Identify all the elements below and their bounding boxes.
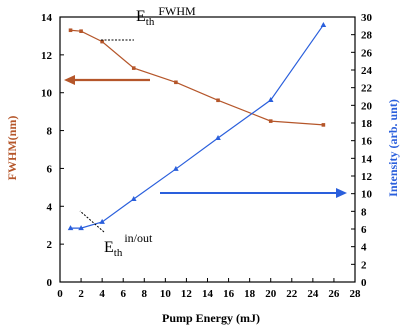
x-tick-label: 8: [142, 288, 148, 300]
inout-label-sub: th: [114, 247, 123, 259]
right-tick-label: 2: [361, 259, 367, 271]
series-1-point: [268, 119, 273, 123]
series-2-point: [67, 225, 74, 231]
inout-label-main: E: [104, 239, 114, 256]
series-2-point: [173, 165, 179, 171]
series-1-point: [68, 28, 73, 33]
left-tick-label: 2: [47, 239, 53, 251]
series-1-point: [216, 98, 220, 103]
series-1-point: [79, 29, 83, 33]
left-tick-label: 8: [47, 126, 53, 138]
left-axis-arrow: [64, 75, 150, 85]
x-tick-label: 20: [265, 288, 277, 300]
series-1-point: [174, 80, 178, 85]
x-tick-label: 28: [350, 288, 362, 300]
left-tick-label: 4: [47, 201, 53, 213]
fwhm-label-sub: th: [146, 16, 155, 28]
left-axis-ticks: 0 2 4 6 8 10 12 14: [41, 12, 64, 289]
series-1-point: [131, 66, 136, 70]
x-tick-label: 2: [78, 288, 84, 300]
right-tick-label: 30: [361, 12, 373, 24]
right-tick-label: 20: [361, 100, 373, 112]
right-tick-label: 4: [361, 242, 367, 254]
series-2-point: [78, 225, 84, 231]
x-tick-label: 12: [181, 288, 193, 300]
right-tick-label: 18: [361, 118, 373, 130]
series-2-point: [267, 97, 274, 103]
inout-label-sup: in/out: [124, 231, 153, 245]
right-tick-label: 24: [361, 65, 373, 77]
fwhm-label-sup: FWHM: [158, 4, 196, 18]
right-tick-label: 10: [361, 189, 373, 201]
right-tick-label: 6: [361, 224, 367, 236]
x-tick-label: 0: [57, 288, 63, 300]
x-tick-label: 24: [307, 288, 319, 300]
right-tick-label: 14: [361, 153, 373, 165]
right-tick-label: 22: [361, 83, 373, 95]
right-tick-label: 12: [361, 171, 373, 183]
left-axis-title: FWHM(nm): [5, 116, 19, 181]
right-tick-label: 0: [361, 277, 367, 289]
series-layer: [67, 21, 327, 231]
series-2-point: [320, 21, 327, 27]
right-axis-title: Intensity (arb. unt): [386, 99, 400, 197]
x-tick-label: 18: [244, 288, 256, 300]
x-tick-label: 4: [99, 288, 105, 300]
right-tick-label: 28: [361, 30, 373, 42]
inout-threshold-label: Ethin/out: [104, 231, 153, 259]
left-tick-label: 0: [47, 277, 53, 289]
x-axis-title: Pump Energy (mJ): [162, 311, 260, 325]
left-tick-label: 12: [41, 50, 53, 62]
x-tick-label: 14: [202, 288, 214, 300]
series-1-line: [70, 29, 324, 126]
inout-leader-line: [79, 210, 105, 233]
x-tick-label: 22: [286, 288, 298, 300]
right-tick-label: 26: [361, 47, 373, 59]
series-1-point: [321, 123, 326, 127]
series-2-point: [215, 135, 221, 141]
right-tick-label: 16: [361, 136, 373, 148]
x-tick-label: 6: [120, 288, 126, 300]
series-2-line: [70, 24, 324, 229]
left-tick-label: 14: [41, 12, 53, 24]
left-tick-label: 6: [47, 163, 53, 175]
fwhm-threshold-label: EthFWHM: [136, 4, 196, 28]
x-tick-label: 26: [328, 288, 340, 300]
right-tick-label: 8: [361, 206, 367, 218]
fwhm-label-main: E: [136, 8, 146, 25]
right-axis-arrow: [160, 188, 347, 198]
series-1-point: [100, 39, 104, 44]
x-tick-label: 16: [223, 288, 235, 300]
series-2-point: [130, 195, 137, 201]
x-axis-ticks: 0 2 4 6 8 10 12 14 16 18 20 22 24 26 28: [57, 278, 361, 300]
x-tick-label: 10: [160, 288, 172, 300]
left-tick-label: 10: [41, 88, 53, 100]
series-2-point: [99, 218, 105, 224]
